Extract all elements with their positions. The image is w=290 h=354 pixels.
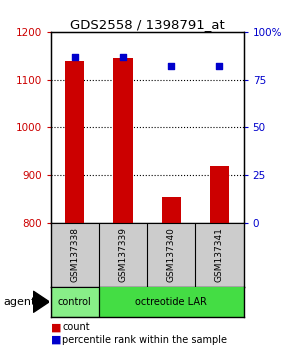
Bar <box>65 61 84 223</box>
Text: GSM137341: GSM137341 <box>215 227 224 282</box>
Bar <box>113 58 133 223</box>
Text: ■: ■ <box>51 322 61 332</box>
Text: agent: agent <box>3 297 35 307</box>
Polygon shape <box>33 291 49 313</box>
Text: GSM137338: GSM137338 <box>70 227 79 282</box>
Point <box>121 54 125 59</box>
Text: GSM137340: GSM137340 <box>167 227 176 282</box>
Bar <box>162 197 181 223</box>
Text: GSM137339: GSM137339 <box>119 227 128 282</box>
Text: control: control <box>58 297 92 307</box>
Text: ■: ■ <box>51 335 61 345</box>
Bar <box>210 166 229 223</box>
Title: GDS2558 / 1398791_at: GDS2558 / 1398791_at <box>70 18 224 31</box>
Text: octreotide LAR: octreotide LAR <box>135 297 207 307</box>
Text: percentile rank within the sample: percentile rank within the sample <box>62 335 227 345</box>
Bar <box>51 287 99 317</box>
Text: count: count <box>62 322 90 332</box>
Point <box>72 54 77 59</box>
Point <box>169 63 174 69</box>
Point <box>217 63 222 69</box>
